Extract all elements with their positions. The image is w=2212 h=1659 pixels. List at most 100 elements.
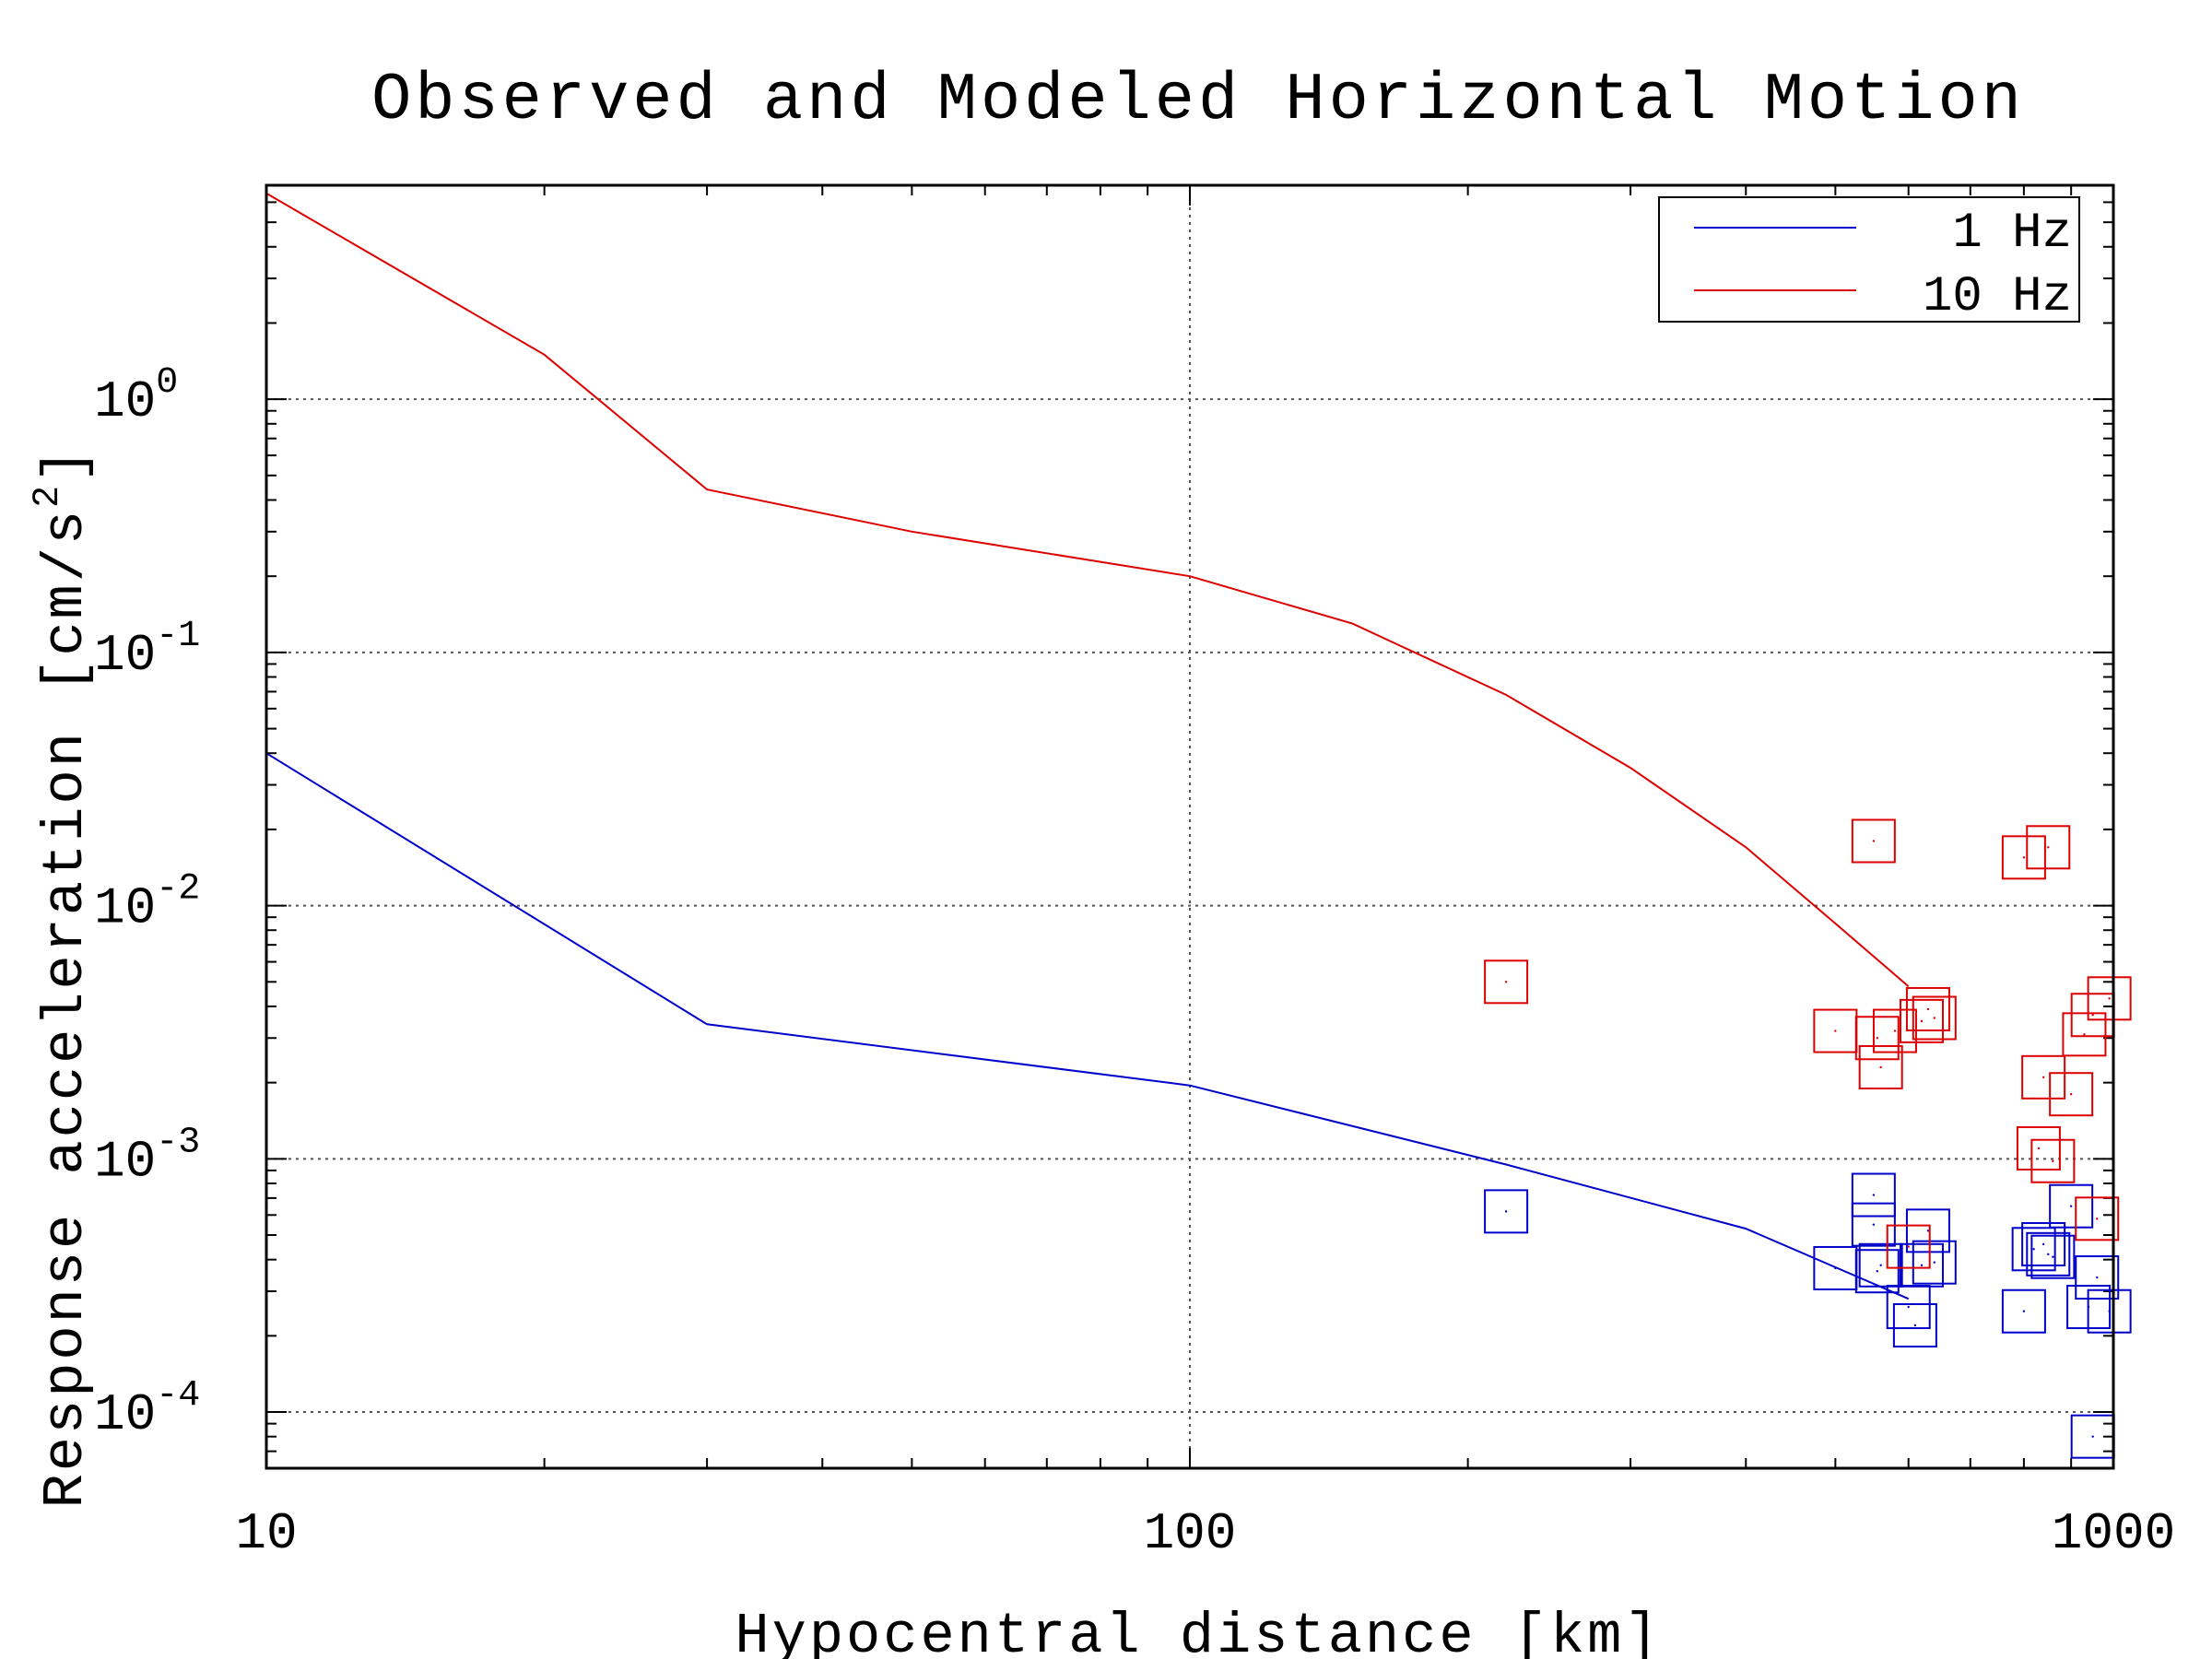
observed-point bbox=[1854, 1249, 1900, 1294]
y-tick-label: 10-3 bbox=[94, 1122, 200, 1191]
series-layer bbox=[265, 192, 2132, 1459]
observed-point-center bbox=[1876, 1270, 1878, 1273]
observed-point bbox=[2087, 976, 2132, 1021]
observed-point bbox=[2030, 1138, 2076, 1183]
observed-point bbox=[2049, 1183, 2094, 1229]
observed-point bbox=[1899, 1242, 1944, 1288]
observed-point-center bbox=[2052, 1255, 2054, 1258]
model-line bbox=[265, 192, 1910, 987]
observed-point bbox=[2001, 835, 2046, 880]
observed-point bbox=[2016, 1125, 2061, 1171]
observed-point bbox=[1912, 1240, 1957, 1285]
legend-box bbox=[1658, 196, 2080, 323]
observed-point-center bbox=[1907, 1305, 1910, 1309]
series-1hz bbox=[265, 752, 2132, 1459]
minor-ticks bbox=[265, 184, 2114, 1469]
x-tick-label: 10 bbox=[235, 1504, 297, 1563]
observed-point bbox=[1854, 1016, 1900, 1061]
observed-point bbox=[1858, 1044, 1903, 1089]
observed-point bbox=[2075, 1255, 2120, 1300]
observed-point-center bbox=[2108, 1310, 2111, 1312]
observed-point-center bbox=[1504, 981, 1508, 983]
observed-point-center bbox=[2069, 1205, 2073, 1207]
x-tick-label: 100 bbox=[1144, 1504, 1237, 1563]
observed-point bbox=[1899, 998, 1944, 1043]
observed-point bbox=[2062, 1012, 2107, 1057]
observed-point bbox=[1905, 1208, 1950, 1253]
observed-point bbox=[2026, 1231, 2071, 1277]
observed-point bbox=[1851, 818, 1896, 864]
observed-point-center bbox=[2022, 1310, 2026, 1312]
plot-frame bbox=[265, 183, 2115, 1470]
series-10hz bbox=[265, 192, 2132, 1269]
y-axis-label-exponent: 2 bbox=[28, 483, 69, 508]
y-axis-label-close: ] bbox=[33, 446, 99, 483]
observed-point bbox=[1905, 986, 1950, 1031]
observed-point-center bbox=[1872, 1194, 1876, 1196]
observed-point-center bbox=[1879, 1065, 1882, 1069]
observed-point-center bbox=[1893, 1030, 1897, 1032]
observed-point bbox=[2087, 1288, 2132, 1334]
legend: 1 Hz 10 Hz bbox=[1658, 196, 2080, 325]
observed-point-center bbox=[1907, 1245, 1910, 1248]
model-line bbox=[265, 752, 1910, 1300]
observed-point-center bbox=[2069, 1093, 2073, 1096]
observed-point-center bbox=[1879, 1264, 1882, 1266]
observed-point-center bbox=[1913, 1324, 1917, 1327]
y-tick-label: 10-2 bbox=[94, 869, 200, 938]
grid bbox=[266, 185, 2113, 1468]
observed-point bbox=[2075, 1196, 2120, 1241]
observed-point-center bbox=[2096, 1218, 2099, 1220]
observed-point-center bbox=[2041, 1076, 2045, 1079]
observed-point-center bbox=[2091, 1435, 2094, 1438]
observed-point-center bbox=[1920, 1264, 1924, 1266]
x-axis-label: Hypocentral distance [km] bbox=[735, 1604, 1661, 1659]
observed-point-center bbox=[1872, 1223, 1876, 1226]
observed-point bbox=[1851, 1172, 1896, 1218]
observed-point-center bbox=[2047, 1253, 2050, 1256]
y-tick-labels: 100 10-1 10-2 10-3 10-4 bbox=[94, 362, 200, 1444]
observed-point-center bbox=[1504, 1210, 1508, 1213]
observed-point-center bbox=[2096, 1276, 2099, 1279]
observed-point-center bbox=[1933, 1017, 1936, 1019]
legend-label-1hz: 1 Hz bbox=[1952, 206, 2072, 262]
y-axis-label: Response acceleration [cm/s2] bbox=[28, 446, 99, 1509]
y-axis-label-main: Response acceleration [cm/s bbox=[33, 508, 99, 1509]
x-tick-label: 1000 bbox=[2052, 1504, 2175, 1563]
observed-point-center bbox=[1872, 840, 1876, 842]
observed-point-center bbox=[2091, 1014, 2094, 1017]
observed-point-center bbox=[2037, 1147, 2041, 1150]
observed-point bbox=[1858, 1242, 1903, 1288]
observed-point bbox=[1886, 1224, 1931, 1269]
observed-point bbox=[2026, 825, 2071, 870]
observed-point-center bbox=[2108, 997, 2111, 1000]
observed-point-center bbox=[2052, 1159, 2054, 1162]
y-tick-label: 100 bbox=[94, 362, 178, 431]
chart-title: Observed and Modeled Horizontal Motion bbox=[371, 63, 2025, 138]
observed-point bbox=[2021, 1221, 2066, 1266]
y-tick-label: 10-4 bbox=[94, 1375, 200, 1444]
observed-point bbox=[2011, 1227, 2056, 1272]
observed-point bbox=[1484, 959, 1529, 1005]
observed-point bbox=[2049, 1072, 2094, 1117]
observed-point-center bbox=[2032, 1248, 2035, 1251]
observed-point-center bbox=[1920, 1019, 1924, 1023]
observed-point-center bbox=[2047, 846, 2050, 849]
observed-point-center bbox=[1876, 1037, 1878, 1040]
x-tick-labels: 10 100 1000 bbox=[235, 1504, 2175, 1563]
observed-point bbox=[1912, 995, 1957, 1041]
observed-point bbox=[1892, 1302, 1937, 1347]
observed-point bbox=[2021, 1054, 2066, 1100]
observed-point-center bbox=[2022, 856, 2026, 859]
observed-point bbox=[1484, 1189, 1529, 1234]
observed-point-center bbox=[1834, 1266, 1837, 1270]
observed-point bbox=[2030, 1234, 2076, 1279]
observed-point-center bbox=[2041, 1242, 2045, 1246]
legend-label-10hz: 10 Hz bbox=[1923, 269, 2072, 325]
observed-point-center bbox=[1926, 1230, 1930, 1232]
observed-point-center bbox=[1834, 1030, 1837, 1032]
y-tick-label: 10-1 bbox=[94, 616, 200, 685]
observed-point bbox=[2001, 1288, 2046, 1334]
observed-point-center bbox=[1933, 1261, 1936, 1264]
